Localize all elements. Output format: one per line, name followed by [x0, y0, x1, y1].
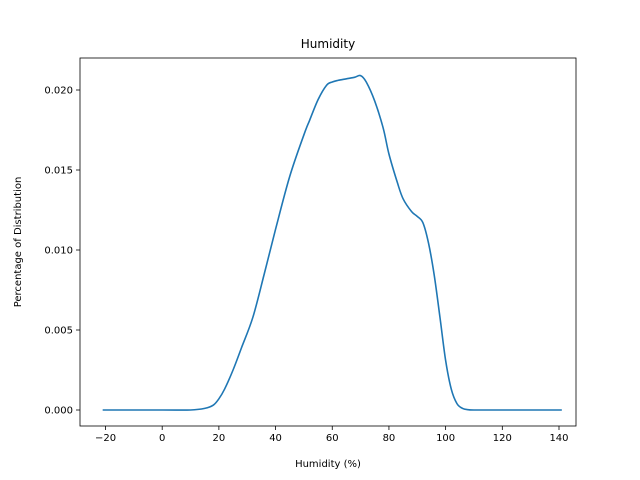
- x-tick-label: 100: [436, 433, 455, 444]
- x-tick-label: 140: [549, 433, 568, 444]
- x-tick-label: 80: [383, 433, 396, 444]
- plot-frame: [79, 57, 577, 427]
- y-tick-label: 0.005: [44, 326, 73, 337]
- y-tick-label: 0.000: [44, 406, 73, 417]
- x-tick-label: −20: [95, 433, 116, 444]
- y-tick-label: 0.010: [44, 246, 73, 257]
- x-axis-label: Humidity (%): [295, 459, 361, 470]
- chart-title: Humidity: [301, 37, 355, 51]
- x-tick-label: 0: [159, 433, 165, 444]
- density-line: [102, 74, 562, 411]
- x-tick-label: 40: [269, 433, 282, 444]
- x-tick-label: 120: [493, 433, 512, 444]
- y-tick-label: 0.015: [44, 166, 73, 177]
- y-tick-label: 0.020: [44, 86, 73, 97]
- x-axis: −20 0 20 40 60 80 100 120 140: [95, 426, 569, 444]
- y-axis-label: Percentage of Distribution: [13, 177, 24, 308]
- x-tick-label: 20: [213, 433, 226, 444]
- y-axis: 0.000 0.005 0.010 0.015 0.020: [44, 86, 80, 417]
- x-tick-label: 60: [326, 433, 339, 444]
